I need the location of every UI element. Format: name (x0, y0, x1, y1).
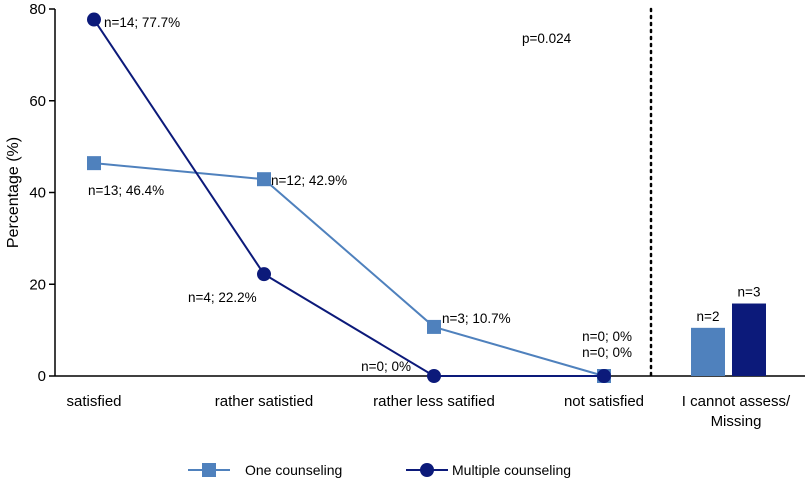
legend-marker-square (202, 463, 216, 477)
y-axis-title: Percentage (%) (5, 137, 22, 248)
data-point-multiple-counseling (87, 12, 101, 27)
y-tick-label: 0 (38, 368, 46, 385)
x-category-label: rather satistied (215, 393, 313, 410)
y-tick-label: 20 (29, 276, 46, 293)
bar-label: n=2 (697, 309, 720, 324)
data-label: n=0; 0% (582, 329, 632, 344)
data-point-multiple-counseling (597, 369, 611, 383)
data-point-one-counseling (427, 319, 441, 334)
data-point-multiple-counseling (427, 369, 441, 383)
missing-category-label-line1: I cannot assess/ (682, 393, 791, 410)
bar-label: n=3 (738, 285, 761, 300)
data-label: n=4; 22.2% (188, 290, 257, 305)
missing-category-label-line2: Missing (711, 413, 762, 430)
legend-label: One counseling (245, 462, 342, 478)
data-point-one-counseling (87, 156, 101, 171)
x-category-label: rather less satified (373, 393, 495, 410)
missing-bar-one (691, 327, 725, 376)
y-tick-label: 60 (29, 93, 46, 110)
data-label: n=3; 10.7% (442, 311, 511, 326)
series-line-one (93, 162, 605, 377)
missing-bar-multiple (732, 303, 766, 376)
legend-marker-circle (420, 463, 434, 477)
data-label: n=0; 0% (361, 359, 411, 374)
data-label: n=0; 0% (582, 345, 632, 360)
data-point-multiple-counseling (257, 267, 271, 282)
y-tick-label: 40 (29, 185, 46, 202)
data-label: n=13; 46.4% (88, 183, 164, 198)
legend-label: Multiple counseling (452, 462, 571, 478)
data-point-one-counseling (257, 172, 271, 187)
x-category-label: satisfied (66, 393, 121, 410)
data-label: n=12; 42.9% (271, 173, 347, 188)
series-line-multiple (93, 18, 604, 377)
y-tick-label: 80 (29, 1, 46, 18)
x-category-label: not satisfied (564, 393, 644, 410)
data-label: n=14; 77.7% (104, 15, 180, 30)
p-value-annotation: p=0.024 (522, 31, 572, 46)
